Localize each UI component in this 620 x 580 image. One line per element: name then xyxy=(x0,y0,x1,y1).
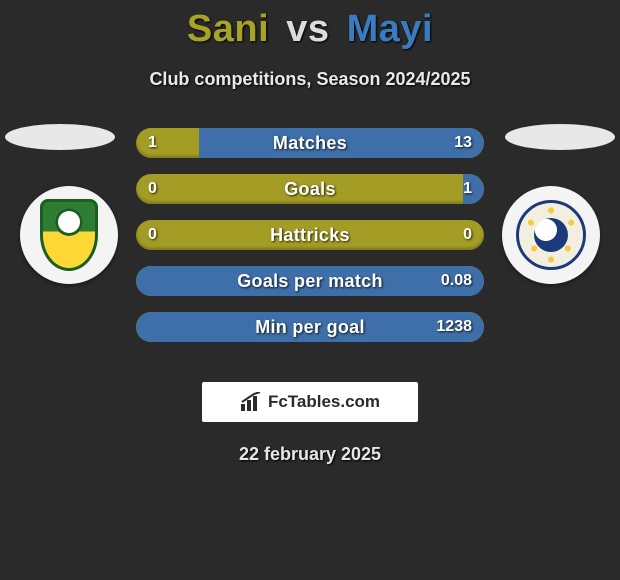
brand-chart-icon xyxy=(240,392,262,412)
player1-name: Sani xyxy=(187,8,269,50)
stat-bar-row: Goals0 1 xyxy=(136,174,484,204)
stat-label: Matches xyxy=(136,128,484,158)
comparison-stage: Matches113Goals01Hattricks00Goals per ma… xyxy=(0,128,620,368)
player2-club-logo xyxy=(502,186,600,284)
stat-value-p2: 0.08 xyxy=(441,266,472,296)
club-crest-icon xyxy=(40,199,98,271)
stat-value-p1: 1 xyxy=(148,128,157,158)
club-crest-icon xyxy=(516,200,586,270)
stat-value-p2: 1 xyxy=(463,174,472,204)
stat-value-p2: 13 xyxy=(454,128,472,158)
stat-bars-container: Matches113Goals01Hattricks00Goals per ma… xyxy=(136,128,484,358)
player2-shadow-ellipse xyxy=(505,124,615,150)
brand-text: FcTables.com xyxy=(268,392,380,412)
stat-label: Hattricks xyxy=(136,220,484,250)
comparison-title: Sani vs Mayi xyxy=(0,0,620,51)
brand-box[interactable]: FcTables.com xyxy=(202,382,418,422)
stat-label: Goals per match xyxy=(136,266,484,296)
subtitle: Club competitions, Season 2024/2025 xyxy=(0,69,620,90)
stat-bar-row: Matches1 13 xyxy=(136,128,484,158)
stat-bar-row: Hattricks0 0 xyxy=(136,220,484,250)
stat-bar-row: Min per goal1238 xyxy=(136,312,484,342)
player1-shadow-ellipse xyxy=(5,124,115,150)
stat-bar-row: Goals per match0.08 xyxy=(136,266,484,296)
stat-value-p1: 0 xyxy=(148,220,157,250)
stat-label: Min per goal xyxy=(136,312,484,342)
stat-value-p2: 1238 xyxy=(436,312,472,342)
snapshot-date: 22 february 2025 xyxy=(0,444,620,465)
player1-club-logo xyxy=(20,186,118,284)
stat-value-p1: 0 xyxy=(148,174,157,204)
stat-value-p2: 0 xyxy=(463,220,472,250)
stat-label: Goals xyxy=(136,174,484,204)
vs-text: vs xyxy=(286,8,329,50)
player2-name: Mayi xyxy=(347,8,433,50)
